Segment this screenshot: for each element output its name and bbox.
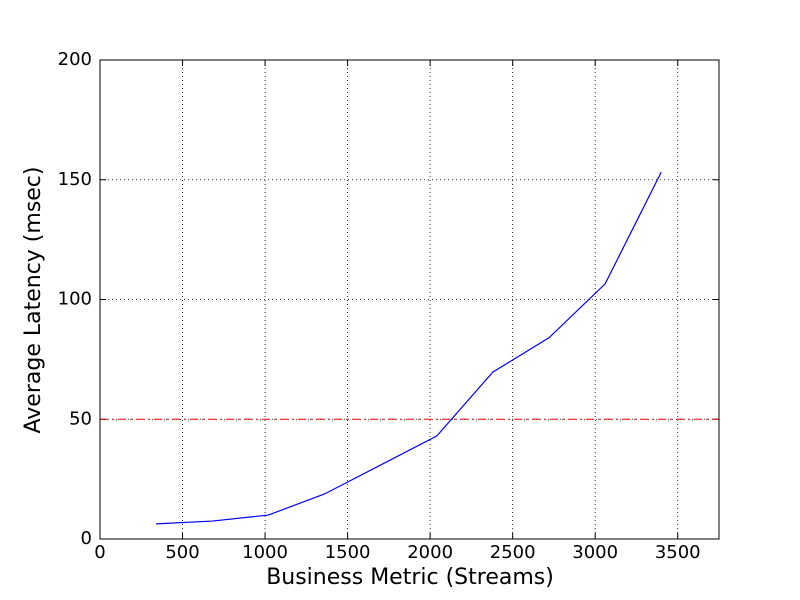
- x-axis-label: Business Metric (Streams): [266, 565, 554, 590]
- plot-frame: [99, 59, 720, 540]
- y-axis-label: Average Latency (msec): [21, 167, 46, 434]
- x-tick-label: 500: [165, 542, 199, 563]
- x-tick-label: 3500: [655, 542, 701, 563]
- y-tick-label: 200: [58, 49, 92, 70]
- data-line: [156, 171, 662, 525]
- y-tick-label: 0: [81, 528, 92, 549]
- x-tick-label: 1000: [242, 542, 288, 563]
- x-tick-label: 2500: [490, 542, 536, 563]
- x-tick-label: 2000: [407, 542, 453, 563]
- x-tick-label: 0: [94, 542, 105, 563]
- x-tick-label: 1500: [325, 542, 371, 563]
- y-tick-label: 150: [58, 169, 92, 190]
- x-tick-label: 3000: [572, 542, 618, 563]
- y-tick-label: 50: [69, 408, 92, 429]
- y-tick-label: 100: [58, 289, 92, 310]
